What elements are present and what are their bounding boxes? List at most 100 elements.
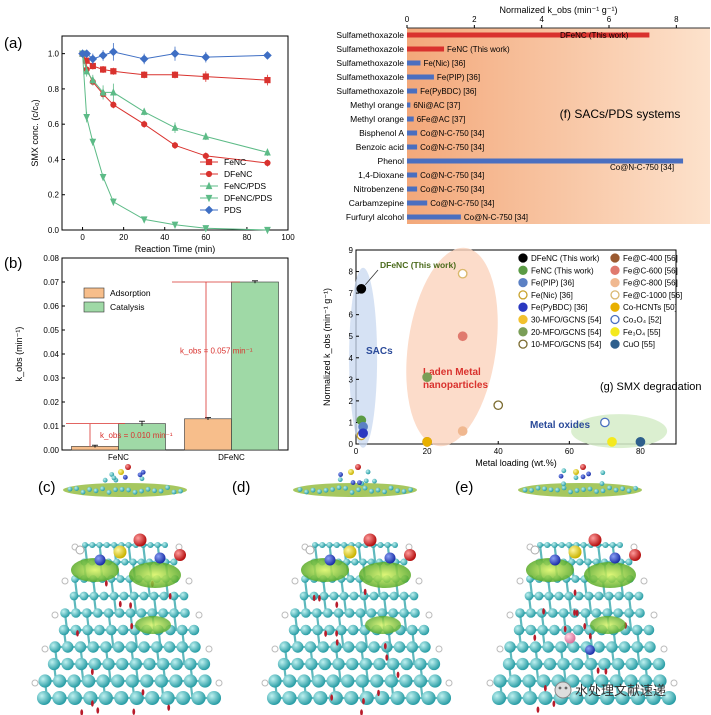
atom-carbon	[571, 575, 580, 583]
data-point	[264, 76, 271, 84]
atom-carbon	[313, 690, 328, 706]
data-point	[171, 221, 179, 230]
atom-carbon	[119, 591, 129, 601]
atom-oxygen	[133, 533, 147, 547]
atom-carbon	[373, 657, 386, 671]
atom-carbon	[333, 542, 340, 548]
x-tick-label: 20	[119, 233, 128, 242]
bar-label: Fe(PyBDC) [36]	[420, 87, 476, 96]
atom-carbon	[351, 558, 359, 566]
atom-carbon	[322, 608, 333, 618]
atom-carbon	[594, 591, 604, 601]
atom-carbon	[75, 657, 88, 671]
x-tick-label: 4	[539, 15, 544, 24]
x-axis-label: Reaction Time (min)	[135, 244, 216, 254]
atom-carbon	[89, 542, 96, 548]
density-marker	[360, 709, 363, 715]
atom-carbon	[609, 542, 616, 548]
isosurface	[301, 558, 349, 582]
legend-marker	[205, 170, 213, 178]
atom-carbon	[129, 591, 139, 601]
data-point	[110, 68, 117, 75]
atom-carbon	[379, 591, 389, 601]
group-label: Metal oxides	[530, 420, 590, 431]
atom-carbon	[341, 542, 348, 548]
atom-sulfur	[348, 469, 354, 475]
atom-carbon	[369, 591, 379, 601]
atom-carbon	[82, 542, 88, 548]
atom-carbon	[125, 641, 138, 653]
adsorbate-atom	[337, 477, 343, 482]
y-tick-label: 0.0	[48, 226, 60, 235]
density-marker	[168, 593, 172, 600]
atom-carbon	[524, 591, 534, 601]
adsorbate-atom	[111, 475, 117, 481]
legend-marker	[610, 327, 620, 337]
molecule-rendering-e	[486, 464, 678, 713]
atom-carbon	[333, 608, 344, 618]
atom-carbon	[516, 657, 529, 671]
atom-carbon	[49, 641, 61, 653]
data-point	[264, 159, 271, 167]
atom-hydrogen	[291, 577, 299, 585]
legend-label: FeNC/PDS	[224, 181, 266, 191]
atom-carbon	[344, 690, 359, 706]
data-point	[141, 71, 148, 78]
atom-carbon	[580, 674, 594, 688]
category-label: Phenol	[378, 156, 405, 166]
legend-marker	[204, 205, 214, 215]
atom-carbon	[38, 674, 52, 688]
atom-nitrogen	[585, 645, 595, 655]
chart-title: Normalized k_obs (min⁻¹ g⁻¹)	[499, 5, 617, 15]
x-tick-label: 40	[160, 233, 169, 242]
atom-carbon	[126, 487, 131, 493]
atom-carbon	[319, 542, 326, 548]
atom-carbon	[67, 486, 73, 492]
atom-oxygen	[629, 549, 641, 561]
atom-carbon	[625, 657, 638, 671]
atom-carbon	[600, 488, 606, 494]
atom-carbon	[388, 608, 398, 618]
adsorbate-atom	[372, 478, 377, 484]
atom-carbon	[62, 641, 74, 653]
atom-carbon	[99, 591, 109, 601]
data-point	[422, 436, 432, 447]
density-marker	[575, 609, 579, 617]
data-point	[141, 121, 148, 128]
category-label: Sulfamethoxazole	[336, 72, 404, 82]
atom-carbon	[58, 624, 70, 636]
isosurface	[526, 558, 574, 582]
data-point	[98, 51, 108, 60]
density-marker	[383, 642, 387, 650]
density-marker	[573, 589, 577, 596]
density-marker	[76, 630, 79, 637]
atom-carbon	[139, 488, 144, 494]
atom-carbon	[576, 558, 584, 566]
atom-hydrogen	[185, 577, 193, 585]
data-point	[202, 132, 210, 140]
atom-carbon	[347, 624, 359, 636]
atom-carbon	[163, 641, 176, 653]
panel-annotation: (f) SACs/PDS systems	[560, 107, 681, 121]
bar-label: Co@N-C-750 [34]	[430, 199, 494, 208]
atom-carbon	[537, 608, 547, 618]
atom-carbon	[631, 690, 646, 706]
legend-label: Fe@C-400 [56]	[623, 254, 678, 263]
atom-carbon	[67, 674, 81, 688]
atom-carbon	[288, 624, 300, 636]
bar	[407, 60, 421, 66]
atom-carbon	[569, 690, 584, 706]
density-marker	[80, 709, 84, 715]
data-point	[607, 436, 617, 447]
atom-hydrogen	[305, 545, 315, 555]
atom-carbon	[418, 624, 430, 636]
legend-marker	[610, 265, 620, 275]
atom-carbon	[362, 485, 368, 491]
atom-carbon	[188, 624, 200, 636]
x-tick-label: 60	[201, 233, 210, 242]
atom-carbon	[154, 542, 161, 548]
atom-carbon	[615, 690, 630, 706]
density-marker	[96, 707, 100, 714]
atom-carbon	[119, 486, 125, 492]
